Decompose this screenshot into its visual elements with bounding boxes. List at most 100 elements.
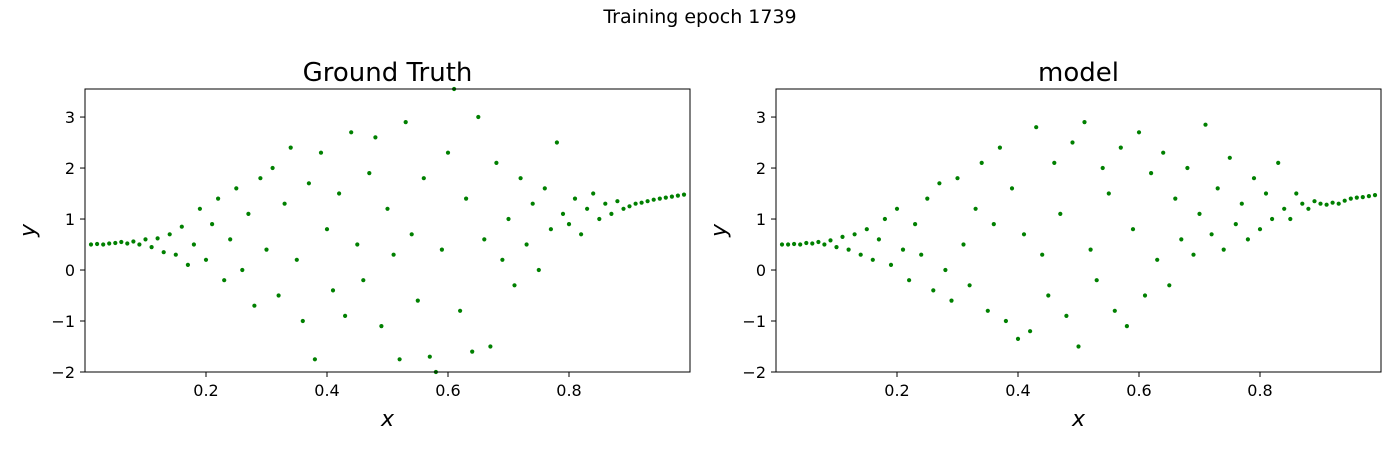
data-point bbox=[222, 278, 227, 283]
data-point bbox=[131, 239, 136, 244]
data-point bbox=[524, 242, 529, 247]
data-point bbox=[792, 241, 797, 247]
data-point bbox=[155, 236, 160, 241]
data-point bbox=[1197, 211, 1202, 216]
data-point bbox=[1058, 211, 1063, 216]
data-point bbox=[125, 241, 130, 246]
data-point bbox=[1354, 195, 1359, 200]
data-point bbox=[288, 145, 293, 150]
data-point bbox=[210, 222, 215, 227]
data-point bbox=[985, 308, 990, 313]
data-point bbox=[888, 262, 894, 267]
data-point bbox=[379, 324, 384, 329]
data-point bbox=[191, 242, 196, 247]
x-tick-label: 0.2 bbox=[884, 381, 909, 400]
data-point bbox=[536, 267, 541, 273]
data-point bbox=[1203, 122, 1208, 127]
axes-frame bbox=[84, 88, 691, 373]
x-tick-label: 0.6 bbox=[1126, 381, 1151, 400]
data-point bbox=[931, 288, 936, 293]
data-point bbox=[421, 176, 426, 181]
data-point bbox=[1233, 222, 1238, 227]
data-point bbox=[137, 242, 142, 247]
data-point bbox=[361, 278, 366, 283]
data-point bbox=[572, 196, 578, 201]
data-point bbox=[512, 283, 517, 288]
data-point bbox=[1263, 191, 1269, 196]
data-point bbox=[113, 240, 118, 246]
data-point bbox=[246, 211, 251, 216]
data-point bbox=[1215, 186, 1220, 191]
data-point bbox=[840, 234, 845, 239]
data-point bbox=[470, 349, 475, 354]
data-point bbox=[1185, 165, 1190, 171]
data-point bbox=[1112, 308, 1117, 313]
y-tick-label: 1 bbox=[65, 210, 75, 229]
data-point bbox=[1034, 125, 1039, 130]
data-point bbox=[439, 247, 444, 252]
data-point bbox=[943, 267, 948, 273]
data-point bbox=[1318, 201, 1323, 206]
data-point bbox=[1276, 160, 1281, 165]
data-point bbox=[476, 114, 481, 120]
data-point bbox=[669, 194, 675, 199]
data-point bbox=[1342, 198, 1347, 203]
data-point bbox=[1191, 252, 1196, 257]
data-point bbox=[1173, 196, 1178, 201]
data-point bbox=[482, 237, 487, 242]
x-tick-label: 0.4 bbox=[314, 381, 339, 400]
data-point bbox=[876, 237, 882, 242]
data-point bbox=[810, 241, 815, 246]
data-point bbox=[566, 222, 572, 227]
y-tick-label: 0 bbox=[756, 261, 766, 280]
data-point bbox=[458, 308, 463, 313]
data-point bbox=[1149, 171, 1154, 176]
data-point bbox=[173, 252, 178, 257]
data-point bbox=[506, 216, 511, 222]
data-point bbox=[167, 232, 172, 237]
panel-title: model bbox=[1038, 58, 1119, 88]
data-point bbox=[1052, 160, 1057, 165]
y-tick-label: 0 bbox=[65, 261, 75, 280]
data-point bbox=[554, 140, 560, 145]
data-point bbox=[949, 298, 954, 303]
data-point bbox=[1100, 165, 1105, 171]
data-point bbox=[427, 354, 432, 359]
data-point bbox=[397, 357, 402, 362]
data-point bbox=[870, 257, 875, 262]
data-point bbox=[1300, 201, 1305, 206]
axes-frame bbox=[775, 88, 1382, 373]
data-point bbox=[355, 242, 360, 247]
data-point bbox=[1221, 247, 1226, 252]
data-point bbox=[185, 262, 190, 267]
data-point bbox=[234, 186, 239, 191]
y-tick-label: 2 bbox=[756, 159, 766, 178]
data-point bbox=[900, 247, 906, 252]
data-point bbox=[663, 195, 668, 200]
data-point bbox=[1366, 194, 1371, 199]
data-point bbox=[318, 150, 324, 155]
data-point bbox=[216, 196, 221, 201]
data-point bbox=[798, 242, 803, 247]
data-point bbox=[349, 130, 354, 135]
data-point bbox=[1239, 201, 1244, 206]
data-point bbox=[228, 237, 233, 242]
data-point bbox=[1306, 206, 1311, 211]
data-point bbox=[282, 201, 287, 206]
y-tick-label: −2 bbox=[51, 363, 75, 382]
data-point bbox=[633, 201, 638, 206]
data-point bbox=[203, 257, 209, 262]
data-point bbox=[846, 247, 851, 252]
data-point bbox=[1324, 202, 1329, 207]
x-axis-label: x bbox=[380, 407, 395, 432]
data-point bbox=[1209, 232, 1214, 237]
data-point bbox=[330, 288, 336, 293]
data-point bbox=[415, 298, 420, 303]
data-point bbox=[324, 227, 330, 232]
data-point bbox=[560, 211, 566, 216]
data-point bbox=[1118, 145, 1123, 150]
panel-title: Ground Truth bbox=[303, 58, 473, 88]
data-point bbox=[197, 206, 202, 211]
scatter-points bbox=[779, 120, 1378, 349]
